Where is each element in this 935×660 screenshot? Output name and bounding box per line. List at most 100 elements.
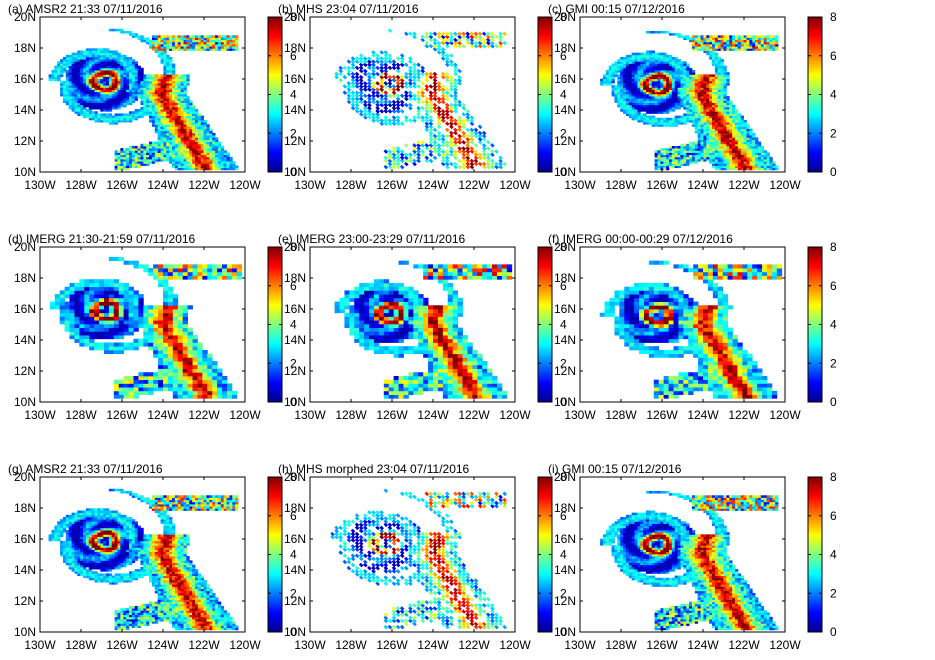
precip-cell xyxy=(200,43,204,47)
precip-cell xyxy=(717,156,722,160)
precip-cell xyxy=(177,148,182,151)
precip-cell xyxy=(611,91,615,95)
precip-cell xyxy=(100,113,104,116)
precip-cell xyxy=(617,80,621,84)
precip-cell xyxy=(749,165,753,169)
precip-cell xyxy=(192,139,196,143)
precip-cell xyxy=(720,132,724,136)
precip-cell xyxy=(117,156,121,160)
precip-cell xyxy=(166,78,170,82)
precip-cell xyxy=(697,46,701,49)
precip-cell xyxy=(391,109,397,114)
precip-cell xyxy=(743,37,747,41)
precip-cell xyxy=(490,34,495,40)
precip-cell xyxy=(740,35,744,38)
precip-cell xyxy=(671,161,676,164)
precip-cell xyxy=(628,96,633,99)
precip-cell xyxy=(180,167,184,171)
precip-cell xyxy=(62,65,67,69)
precip-cell xyxy=(169,93,173,97)
precip-cell xyxy=(766,41,770,45)
precip-cell xyxy=(94,74,98,77)
precip-cell xyxy=(651,115,656,119)
precip-cell xyxy=(186,135,190,138)
precip-cell xyxy=(192,167,196,171)
precip-cell xyxy=(775,41,779,45)
precip-cell xyxy=(717,85,722,88)
precip-cell xyxy=(746,137,750,140)
precip-cell xyxy=(469,140,475,145)
precip-cell xyxy=(94,113,98,116)
precip-cell xyxy=(88,83,93,86)
precip-cell xyxy=(192,106,196,110)
precip-cell xyxy=(743,156,747,160)
precip-cell xyxy=(683,89,687,93)
precip-cell xyxy=(712,43,716,47)
precip-cell xyxy=(77,76,81,80)
precip-cell xyxy=(91,87,95,90)
precip-cell xyxy=(469,130,475,136)
precip-cell xyxy=(683,102,687,106)
precip-cell xyxy=(674,163,678,166)
precip-cell xyxy=(674,74,678,77)
precip-cell xyxy=(651,78,656,82)
precip-cell xyxy=(100,91,104,95)
precip-cell xyxy=(755,161,759,164)
precip-cell xyxy=(648,70,653,73)
precip-cell xyxy=(686,154,690,158)
precip-cell xyxy=(383,84,389,89)
precip-cell xyxy=(709,126,713,129)
precip-cell xyxy=(395,78,401,83)
precip-cell xyxy=(358,74,364,80)
precip-cell xyxy=(131,33,136,36)
precip-cell xyxy=(189,115,193,119)
precip-cell xyxy=(395,152,401,157)
precip-cell xyxy=(703,48,707,51)
precip-cell xyxy=(694,87,699,90)
precip-cell xyxy=(183,35,187,38)
precip-cell xyxy=(192,156,196,160)
precip-cell xyxy=(663,111,667,114)
precip-cell xyxy=(657,111,661,114)
precip-cell xyxy=(643,115,647,119)
precip-cell xyxy=(172,143,176,147)
precip-cell xyxy=(623,56,627,60)
precip-cell xyxy=(408,105,413,111)
precip-cell xyxy=(120,63,124,67)
precip-cell xyxy=(163,152,167,156)
precip-cell xyxy=(177,154,182,158)
precip-cell xyxy=(77,85,81,88)
precip-cell xyxy=(217,163,222,166)
precip-cell xyxy=(120,148,124,151)
precip-cell xyxy=(763,43,767,47)
precip-cell xyxy=(740,43,744,47)
precip-cell xyxy=(420,81,426,86)
precip-cell xyxy=(71,91,75,95)
precip-cell xyxy=(111,28,116,32)
precip-cell xyxy=(706,139,710,143)
precip-cell xyxy=(428,121,434,126)
precip-cell xyxy=(217,143,222,147)
precip-cell xyxy=(717,148,722,151)
precip-cell xyxy=(732,143,736,147)
precip-cell xyxy=(732,150,736,153)
precip-cell xyxy=(154,50,159,54)
precip-cell xyxy=(709,50,713,54)
precip-cell xyxy=(177,145,182,149)
precip-cell xyxy=(490,31,495,37)
precip-cell xyxy=(183,167,187,171)
precip-cell xyxy=(757,48,762,51)
precip-cell xyxy=(766,48,770,51)
precip-cell xyxy=(416,146,421,151)
precip-cell xyxy=(111,50,116,54)
precip-cell xyxy=(717,102,722,106)
precip-cell xyxy=(674,80,678,84)
precip-cell xyxy=(169,158,173,162)
precip-cell xyxy=(215,161,219,164)
precip-cell xyxy=(206,150,210,153)
precip-cell xyxy=(160,148,164,151)
precip-cell xyxy=(88,65,93,69)
precip-cell xyxy=(726,102,730,106)
precip-cell xyxy=(625,106,630,110)
precip-cell xyxy=(637,70,641,73)
